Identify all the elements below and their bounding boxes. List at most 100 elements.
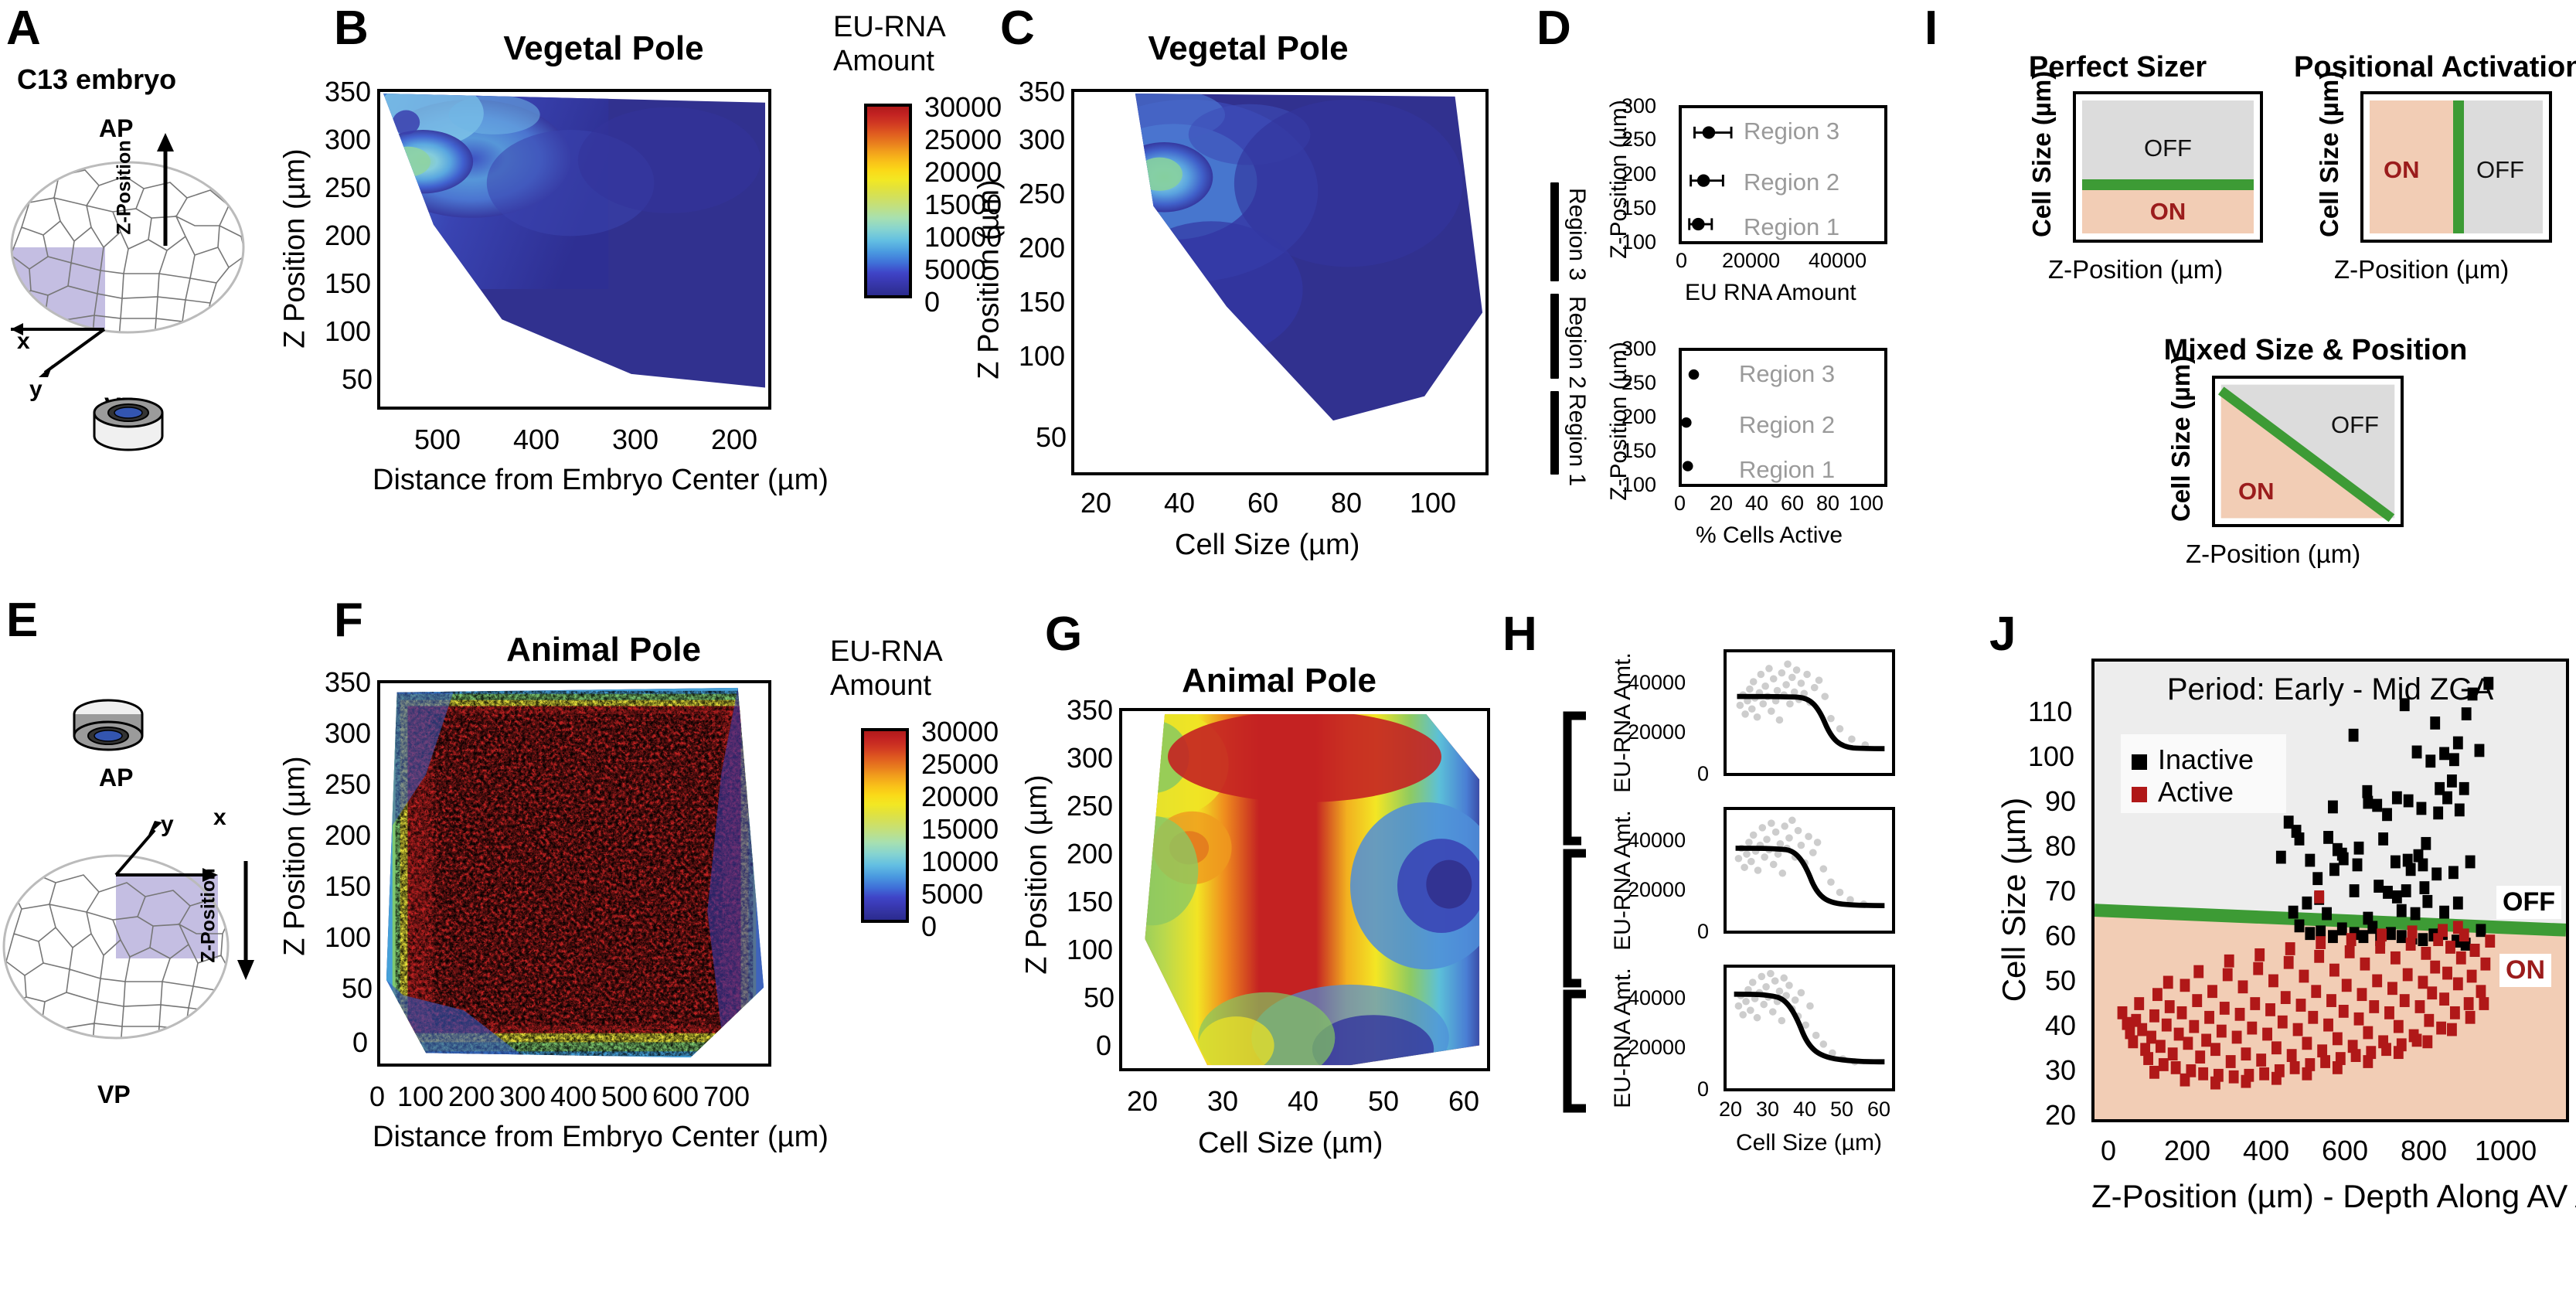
panel-a-z-label: Z-Position: [113, 140, 135, 235]
panel-c-plot-frame[interactable]: [1071, 89, 1489, 475]
panel-j-ylabel: Cell Size (µm): [1996, 797, 2032, 1002]
panel-c-contour: [1135, 93, 1483, 421]
panel-d-top-xtick-40000: 40000: [1809, 249, 1867, 272]
panel-f-colorbar[interactable]: [861, 728, 909, 923]
panel-e-z-label: Z-Position: [197, 868, 219, 963]
panel-f-ytick-200: 200: [325, 819, 372, 851]
panel-d-top-ylabel: Z-Position (µm): [1606, 100, 1632, 259]
panel-d-top-frame[interactable]: Region 3 Region 2 Region 1: [1679, 105, 1887, 244]
panel-c-ytick-150: 150: [1019, 286, 1066, 318]
panel-b-contour: [383, 93, 766, 388]
panel-f-cbtick-5000: 5000: [921, 878, 984, 910]
panel-j-ytick-80: 80: [2045, 830, 2077, 862]
panel-c-xtick-100: 100: [1410, 487, 1457, 519]
panel-g-ytick-350: 350: [1067, 694, 1114, 726]
panel-c-ytick-50: 50: [1036, 421, 1067, 453]
region-bracket-label-2: Region 2: [1564, 295, 1590, 390]
panel-b-ytick-250: 250: [325, 172, 372, 203]
panel-h-xtick-30: 30: [1756, 1098, 1780, 1121]
panel-g-xtick-60: 60: [1448, 1085, 1480, 1117]
panel-c-xtick-80: 80: [1331, 487, 1363, 519]
panel-j-legend[interactable]: Inactive Active: [2121, 734, 2286, 813]
panel-j-ytick-70: 70: [2045, 875, 2077, 907]
panel-h-mid-scatter: [1734, 816, 1885, 908]
panel-b-xtick-200: 200: [711, 424, 758, 455]
panel-h-bot-scatter: [1734, 969, 1885, 1066]
panel-b-cbtick-20000: 20000: [924, 156, 1002, 188]
panel-i-sub1-title: Perfect Sizer: [2028, 51, 2207, 83]
panel-i-perfect-sizer-box[interactable]: OFF ON: [2073, 91, 2263, 243]
panel-f-xtick-500: 500: [601, 1081, 648, 1112]
panel-f-cbtick-20000: 20000: [921, 781, 999, 812]
panel-h-top-scatter: [1736, 660, 1885, 751]
panel-a-x-axis-label: x: [17, 328, 30, 354]
panel-b-ytick-200: 200: [325, 220, 372, 251]
panel-f-xtick-700: 700: [703, 1081, 750, 1112]
panel-h-top-ytick-20000: 20000: [1628, 720, 1686, 744]
panel-label-d: D: [1536, 2, 1571, 55]
panel-i-mixed-regions: [2217, 384, 2395, 522]
panel-f-ylabel: Z Position (µm): [278, 756, 311, 956]
panel-g-plot-frame[interactable]: [1119, 708, 1490, 1071]
panel-g-xtick-50: 50: [1368, 1085, 1400, 1117]
panel-i-positional-activation-box[interactable]: ON OFF: [2360, 91, 2552, 243]
region-bracket-2: [1550, 294, 1559, 379]
panel-h-top-ytick-0: 0: [1697, 762, 1710, 785]
panel-c-ytick-200: 200: [1019, 232, 1066, 264]
z-position-arrow-up-icon: [157, 133, 174, 246]
panel-b-xtick-300: 300: [612, 424, 659, 455]
panel-j-ytick-20: 20: [2045, 1099, 2077, 1131]
on-region-sizer: [2082, 190, 2254, 233]
panel-d-bottom-label-region1: Region 1: [1739, 456, 1836, 483]
panel-h-top-ylabel: EU-RNA Amt.: [1610, 652, 1635, 793]
panel-f-xtick-300: 300: [499, 1081, 546, 1112]
panel-j-on-label: ON: [2499, 954, 2551, 987]
panel-j-ytick-50: 50: [2045, 965, 2077, 996]
region-bracket-label-3: Region 3: [1564, 187, 1590, 281]
panel-j-plot-frame[interactable]: Period: Early - Mid ZGA Inactive Active …: [2091, 659, 2569, 1122]
panel-g-ytick-250: 250: [1067, 790, 1114, 822]
panel-j-xtick-0: 0: [2101, 1135, 2117, 1166]
panel-d-top-ytick-250: 250: [1621, 128, 1657, 151]
panel-i-sub2-title: Positional Activation: [2294, 51, 2576, 83]
panel-g-ytick-300: 300: [1067, 742, 1114, 774]
panel-i-sub1-xlabel: Z-Position (µm): [2048, 255, 2224, 284]
panel-label-e: E: [6, 594, 39, 647]
panel-b-ytick-50: 50: [342, 363, 373, 395]
panel-f-ytick-50: 50: [342, 972, 373, 1004]
panel-b-title: Vegetal Pole: [503, 29, 704, 67]
panel-h-bot-frame[interactable]: [1724, 965, 1895, 1091]
panel-f-colorbar-title-1: EU-RNA: [830, 635, 943, 668]
panel-j-scatter: [2094, 676, 2566, 1119]
panel-h-top-frame[interactable]: [1724, 649, 1895, 776]
threshold-line-sizer: [2082, 179, 2254, 190]
panel-h-xtick-20: 20: [1719, 1098, 1743, 1121]
panel-f-cbtick-30000: 30000: [921, 716, 999, 747]
panel-f-xtick-400: 400: [550, 1081, 597, 1112]
panel-b-colorbar[interactable]: [864, 104, 912, 298]
objective-lens-icon: [93, 397, 164, 451]
panel-h-mid-frame[interactable]: [1724, 807, 1895, 934]
panel-d-top-xtick-0: 0: [1676, 249, 1688, 272]
panel-d-bottom-frame[interactable]: Region 3 Region 2 Region 1: [1679, 348, 1887, 487]
panel-g-xlabel: Cell Size (µm): [1198, 1127, 1383, 1159]
panel-label-j: J: [1989, 608, 2016, 661]
panel-j-ytick-30: 30: [2045, 1054, 2077, 1086]
panel-i-mixed-box[interactable]: OFF ON: [2212, 376, 2404, 527]
region-bracket-label-1: Region 1: [1564, 393, 1590, 487]
panel-h-xtick-50: 50: [1830, 1098, 1854, 1121]
panel-j-xtick-800: 800: [2401, 1135, 2448, 1166]
panel-e-vp-label: VP: [97, 1081, 131, 1108]
panel-h-xtick-60: 60: [1867, 1098, 1891, 1121]
panel-f-plot-frame[interactable]: [377, 680, 771, 1067]
panel-f-ytick-100: 100: [325, 921, 372, 953]
panel-label-c: C: [1000, 2, 1035, 55]
panel-b-ytick-150: 150: [325, 267, 372, 299]
panel-b-colorbar-title-2: Amount: [833, 45, 934, 77]
panel-b-plot-frame[interactable]: [377, 89, 771, 410]
panel-h-top-ytick-40000: 40000: [1628, 671, 1686, 694]
panel-b-cbtick-10000: 10000: [924, 221, 1002, 253]
panel-i-sub1-on-label: ON: [2149, 198, 2186, 225]
panel-b-xlabel: Distance from Embryo Center (µm): [373, 464, 829, 496]
legend-swatch-active: [2132, 787, 2147, 802]
